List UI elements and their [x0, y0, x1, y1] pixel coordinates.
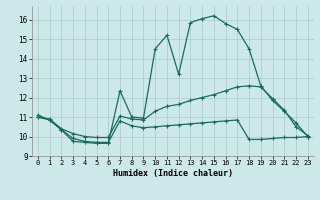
X-axis label: Humidex (Indice chaleur): Humidex (Indice chaleur) — [113, 169, 233, 178]
